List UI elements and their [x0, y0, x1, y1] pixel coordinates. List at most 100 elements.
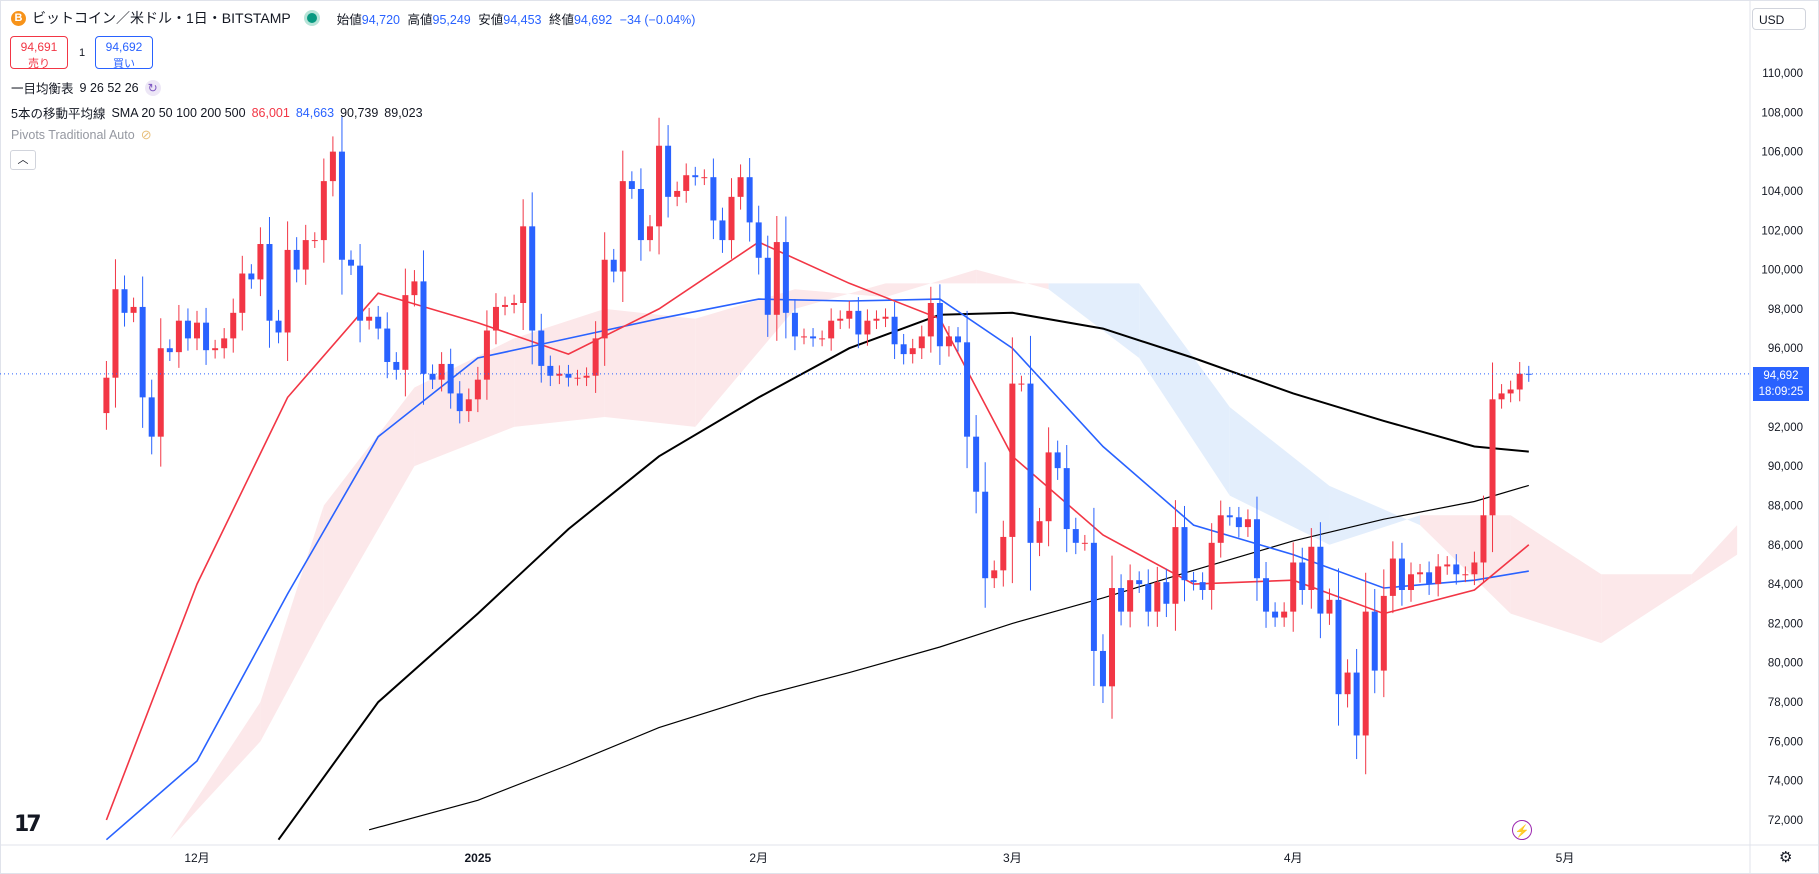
candle-body: [1480, 515, 1487, 563]
candle-body: [311, 240, 318, 242]
sma-legend[interactable]: 5本の移動平均線 SMA 20 50 100 200 500 86,001 84…: [11, 103, 423, 122]
symbol-title[interactable]: ビットコイン／米ドル・1日・BITSTAMP: [32, 10, 291, 26]
candle-body: [492, 306, 499, 331]
price-tick-label: 84,000: [1768, 579, 1803, 591]
change-value: −34 (−0.04%): [619, 12, 696, 27]
candle-body: [964, 342, 971, 437]
candle-body: [420, 281, 427, 374]
sma50-value: 84,663: [295, 105, 335, 120]
candle-body: [1308, 546, 1315, 591]
candle-body: [1453, 564, 1460, 575]
candle-body: [800, 336, 807, 338]
bitcoin-icon: B: [11, 10, 26, 26]
kumo-segment: [1691, 525, 1738, 585]
gear-icon[interactable]: ⚙: [1779, 849, 1793, 866]
candle-body: [628, 181, 635, 189]
currency-selector[interactable]: USD: [1752, 8, 1806, 30]
candle-body: [982, 491, 989, 579]
candle-body: [592, 338, 599, 376]
pivots-legend[interactable]: Pivots Traditional Auto ⊘: [11, 127, 152, 143]
candle-body: [293, 249, 300, 270]
kumo-segment: [1601, 574, 1692, 644]
price-tick-label: 92,000: [1768, 422, 1803, 434]
candle-body: [719, 220, 726, 241]
candle-body: [782, 242, 789, 313]
sell-button[interactable]: 94,691 売り: [10, 36, 68, 70]
candle-body: [474, 379, 481, 400]
candle-body: [1362, 611, 1369, 736]
candle-body: [1145, 584, 1152, 612]
candle-body: [873, 318, 880, 321]
chevron-up-icon[interactable]: ︿: [10, 150, 36, 170]
high-label: 高値: [407, 12, 433, 27]
sma200-line: [368, 484, 1529, 831]
ichimoku-params: 9 26 52 26: [79, 80, 139, 95]
candle-body: [556, 373, 563, 376]
candle-body: [547, 365, 554, 376]
symbol-legend: B ビットコイン／米ドル・1日・BITSTAMP 始値94,720 高値95,2…: [11, 8, 695, 28]
candle-body: [1417, 572, 1424, 575]
ichimoku-legend[interactable]: 一目均衡表 9 26 52 26 ↻: [11, 78, 161, 97]
kumo-segment: [604, 308, 696, 427]
price-tick-label: 88,000: [1768, 500, 1803, 512]
candle-body: [1072, 529, 1079, 543]
candle-body: [1317, 546, 1324, 614]
buy-button[interactable]: 94,692 買い: [95, 36, 153, 70]
candle-body: [284, 249, 291, 333]
kumo-segment: [695, 289, 795, 427]
candle-body: [927, 302, 934, 337]
candle-body: [1172, 527, 1179, 604]
candle-body: [538, 330, 545, 366]
candle-body: [103, 377, 110, 414]
candle-body: [610, 259, 617, 272]
candle-body: [1371, 611, 1378, 671]
candle-body: [900, 344, 907, 355]
lightning-icon[interactable]: ⚡: [1512, 820, 1532, 840]
pivots-name: Pivots Traditional Auto: [11, 128, 135, 142]
candle-body: [1407, 574, 1414, 591]
quantity-value[interactable]: 1: [79, 47, 86, 59]
candle-body: [1444, 564, 1451, 567]
candle-body: [574, 377, 581, 379]
candle-body: [456, 393, 463, 412]
candle-body: [1009, 383, 1016, 537]
candle-body: [121, 289, 128, 313]
kumo-segment: [1329, 485, 1421, 545]
low-value: 94,453: [503, 12, 542, 27]
candle-body: [529, 226, 536, 331]
tradingview-logo-icon[interactable]: 17: [14, 812, 42, 837]
candle-body: [411, 281, 418, 296]
kumo-segment: [1048, 283, 1140, 359]
close-value: 94,692: [573, 12, 613, 27]
candle-body: [1263, 578, 1270, 612]
candle-body: [773, 242, 780, 315]
price-tick-label: 86,000: [1768, 540, 1803, 552]
candle-body: [483, 330, 490, 380]
sma100-value: 90,739: [340, 105, 379, 120]
price-tick-label: 82,000: [1768, 618, 1803, 630]
buy-label: 買い: [113, 58, 135, 70]
ichimoku-name: 一目均衡表: [11, 82, 74, 96]
candle-body: [746, 177, 753, 223]
candle-body: [1163, 582, 1170, 604]
candle-body: [212, 348, 219, 351]
candle-body: [1127, 580, 1134, 612]
price-tick-label: 110,000: [1762, 68, 1803, 80]
price-tick-label: 74,000: [1768, 776, 1803, 788]
candle-body: [1154, 582, 1161, 612]
kumo-segment: [1510, 515, 1602, 644]
candle-body: [1208, 542, 1215, 591]
eye-hidden-icon[interactable]: ⊘: [140, 127, 152, 142]
candle-body: [194, 322, 200, 339]
time-tick-label: 3月: [1003, 851, 1022, 865]
candle-body: [1099, 650, 1106, 687]
candle-body: [384, 328, 391, 362]
candle-body: [1498, 393, 1505, 400]
candle-body: [973, 436, 980, 492]
candle-body: [357, 265, 364, 321]
candle-body: [438, 363, 445, 380]
refresh-icon[interactable]: ↻: [144, 79, 161, 96]
sell-label: 売り: [28, 58, 50, 70]
price-tick-label: 102,000: [1761, 225, 1803, 237]
